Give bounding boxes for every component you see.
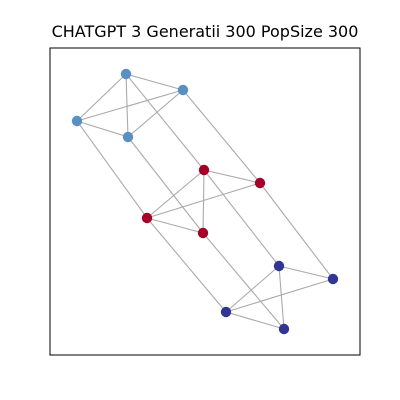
graph-edge <box>76 120 148 219</box>
graph-node <box>122 131 134 143</box>
graph-edge <box>259 182 334 280</box>
graph-node <box>141 212 153 224</box>
graph-edge <box>76 120 129 138</box>
graph-edge <box>278 265 334 280</box>
graph-edge <box>146 217 204 234</box>
graph-edge <box>146 182 261 219</box>
edges-layer <box>76 73 334 330</box>
graph-edge <box>203 169 261 184</box>
graph-edge <box>225 278 334 313</box>
graph-edge <box>146 169 205 219</box>
graph-edge <box>202 169 205 234</box>
graph-edge <box>76 89 184 122</box>
graph-edge <box>182 89 261 184</box>
graph-node <box>273 260 285 272</box>
graph-node <box>120 68 132 80</box>
graph-node <box>198 164 210 176</box>
graph-edge <box>202 232 285 330</box>
graph-edge <box>127 136 204 234</box>
graph-node <box>254 177 266 189</box>
graph-edge <box>225 311 285 330</box>
graph-edge <box>125 73 184 91</box>
nodes-layer <box>71 68 339 335</box>
graph-node <box>220 306 232 318</box>
graph-edge <box>125 73 129 138</box>
plot-frame <box>49 47 361 356</box>
graph-node <box>71 115 83 127</box>
graph-edge <box>225 265 280 313</box>
graph-node <box>278 323 290 335</box>
graph-edge <box>278 265 285 330</box>
graph-edge <box>203 169 280 267</box>
graph-node <box>177 84 189 96</box>
graph-edge <box>127 89 184 138</box>
graph-node <box>197 227 209 239</box>
graph-title: CHATGPT 3 Generatii 300 PopSize 300 <box>51 22 359 41</box>
graph-edge <box>76 73 127 122</box>
graph-edge <box>125 73 205 171</box>
graph-node <box>327 273 339 285</box>
graph-edge <box>146 217 227 313</box>
